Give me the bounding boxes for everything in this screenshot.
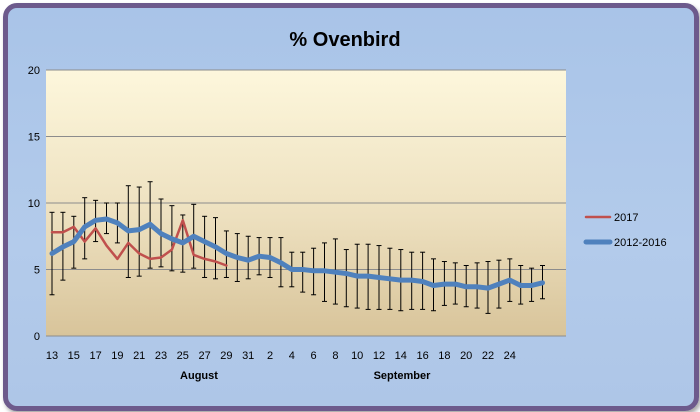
- month-label: September: [374, 370, 432, 382]
- x-tick-label: 18: [438, 350, 450, 362]
- x-tick-label: 13: [46, 350, 58, 362]
- x-tick-label: 29: [220, 350, 232, 362]
- x-tick-label: 21: [133, 350, 145, 362]
- x-tick-label: 15: [68, 350, 80, 362]
- x-tick-label: 31: [242, 350, 254, 362]
- x-tick-label: 20: [460, 350, 472, 362]
- x-tick-label: 24: [504, 350, 516, 362]
- series-line-2012-2016: [49, 216, 545, 291]
- month-labels: August September: [180, 370, 431, 382]
- x-tick-label: 23: [155, 350, 167, 362]
- y-tick-label: 10: [28, 198, 40, 210]
- x-tick-label: 17: [89, 350, 101, 362]
- y-tick-label: 20: [28, 65, 40, 77]
- x-tick-label: 2: [267, 350, 273, 362]
- x-tick-label: 4: [289, 350, 295, 362]
- x-tick-label: 25: [177, 350, 189, 362]
- x-tick-label: 16: [416, 350, 428, 362]
- chart-title: % Ovenbird: [289, 29, 400, 51]
- x-tick-label: 19: [111, 350, 123, 362]
- chart-svg: % Ovenbird 0 5 10 15 20 13 15 17 19 21 23 25 27 29 31…: [28, 29, 667, 382]
- x-axis-ticks: 13 15 17 19 21 23 25 27 29 31 2 4 6 8 10 12 14 16 18 20 22 24: [46, 350, 516, 362]
- legend-label: 2012-2016: [614, 237, 667, 249]
- x-tick-label: 8: [332, 350, 338, 362]
- month-label: August: [180, 370, 218, 382]
- y-tick-label: 5: [34, 265, 40, 277]
- x-tick-label: 14: [395, 350, 407, 362]
- y-tick-label: 15: [28, 132, 40, 144]
- grid-lines: [46, 69, 566, 337]
- legend: 2017 2012-2016: [583, 212, 667, 249]
- x-tick-label: 12: [373, 350, 385, 362]
- x-tick-label: 27: [198, 350, 210, 362]
- x-tick-label: 10: [351, 350, 363, 362]
- x-tick-label: 22: [482, 350, 494, 362]
- y-tick-label: 0: [34, 331, 40, 343]
- series-lines: [49, 216, 545, 291]
- series-line-2017: [50, 219, 228, 267]
- y-axis-ticks: 0 5 10 15 20: [28, 65, 40, 343]
- chart-frame: % Ovenbird 0 5 10 15 20 13 15 17 19 21 23 25 27 29 31…: [3, 3, 699, 411]
- x-tick-label: 6: [311, 350, 317, 362]
- legend-label: 2017: [614, 212, 638, 224]
